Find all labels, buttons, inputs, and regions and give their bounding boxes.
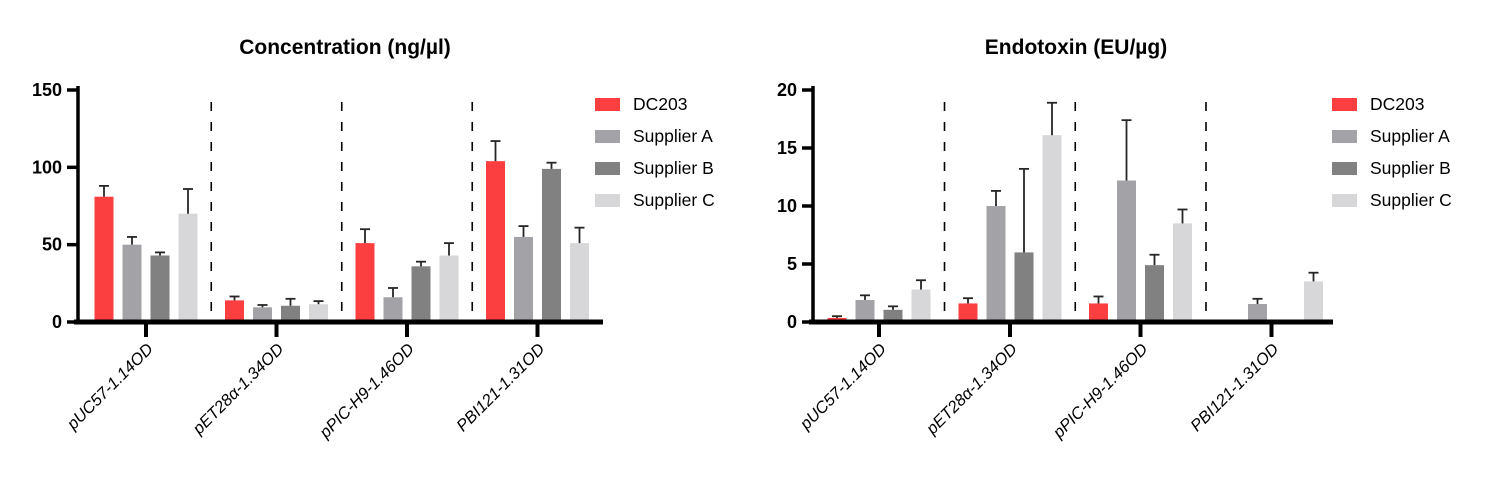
endotoxin-bar-plot: 0 5 10 15 20 pUC57-1.14OD pET28α-1.34OD pPIC-H9…: [777, 80, 1333, 442]
legend-swatch-dc203: [595, 97, 620, 111]
bar-supplier-b-pET28α-1.34OD: [1014, 252, 1034, 322]
legend-swatch-supplier-c: [595, 193, 620, 207]
bar-supplier-b-pPIC-H9-1.46OD: [1145, 265, 1164, 322]
x-category-label: pET28α-1.34OD: [189, 340, 288, 439]
bar-supplier-a-pPIC-H9-1.46OD: [1117, 180, 1136, 322]
bar-supplier-a-pUC57-1.14OD: [855, 299, 875, 322]
x-category-label: pPIC-H9-1.46OD: [1049, 340, 1151, 442]
x-category-label: pUC57-1.14OD: [63, 340, 157, 434]
bar-supplier-b-pPIC-H9-1.46OD: [411, 266, 431, 322]
concentration-bar-plot: 0 50 100 150 pUC57-1.14OD pET28α-1.34OD pPIC-H…: [32, 80, 603, 442]
legend-label-supplier-a: Supplier A: [633, 125, 713, 146]
legend-item-supplier-c: Supplier C: [1332, 184, 1452, 216]
chart-concentration: Concentration (ng/µl) 0 50 100 150 pUC57-1.1…: [32, 36, 715, 442]
bar-supplier-b-PBI121-1.31OD: [542, 168, 561, 322]
bar-dc203-pUC57-1.14OD: [94, 196, 114, 322]
legend-item-supplier-a: Supplier A: [595, 120, 715, 152]
x-category-label: pUC57-1.14OD: [796, 340, 890, 434]
legend-swatch-supplier-b: [1332, 161, 1357, 175]
bar-dc203-PBI121-1.31OD: [486, 161, 505, 322]
legend-item-dc203: DC203: [1332, 88, 1452, 120]
legend-item-supplier-b: Supplier B: [595, 152, 715, 184]
legend-swatch-supplier-a: [595, 129, 620, 143]
legend-label-supplier-c: Supplier C: [1370, 189, 1452, 210]
bar-supplier-b-pUC57-1.14OD: [883, 309, 903, 322]
chart-title-concentration: Concentration (ng/µl): [239, 36, 451, 59]
legend-swatch-dc203: [1332, 97, 1357, 111]
x-category-label: pPIC-H9-1.46OD: [316, 340, 418, 442]
bar-dc203-pPIC-H9-1.46OD: [1089, 303, 1108, 322]
y-tick-label: 0: [787, 312, 797, 332]
legend-item-supplier-b: Supplier B: [1332, 152, 1452, 184]
y-tick-label: 20: [777, 80, 797, 100]
bar-supplier-a-pET28α-1.34OD: [986, 206, 1006, 322]
x-category-label: pET28α-1.34OD: [922, 340, 1021, 439]
bar-supplier-a-pPIC-H9-1.46OD: [383, 297, 403, 322]
y-tick-label: 150: [32, 80, 62, 100]
y-tick-label: 50: [42, 235, 62, 255]
bar-supplier-b-pUC57-1.14OD: [150, 255, 170, 322]
legend-label-supplier-b: Supplier B: [1370, 157, 1451, 178]
legend-label-supplier-c: Supplier C: [633, 189, 715, 210]
y-tick-label: 10: [777, 196, 797, 216]
legend-swatch-supplier-c: [1332, 193, 1357, 207]
legend-label-supplier-b: Supplier B: [633, 157, 714, 178]
bar-dc203-pET28α-1.34OD: [225, 300, 244, 322]
legend-label-dc203: DC203: [633, 93, 688, 114]
y-tick-label: 15: [777, 138, 797, 158]
bar-supplier-c-pET28α-1.34OD: [1042, 135, 1062, 322]
y-tick-label: 100: [32, 157, 62, 177]
bar-dc203-pET28α-1.34OD: [958, 303, 978, 322]
legend-concentration: DC203 Supplier A Supplier B Supplier C: [595, 88, 715, 216]
bar-supplier-c-PBI121-1.31OD: [1304, 281, 1323, 322]
chart-endotoxin: Endotoxin (EU/µg) 0 5 10 15 20 pUC57-1.14OD pE…: [750, 0, 1501, 485]
legend-label-dc203: DC203: [1370, 93, 1425, 114]
bar-supplier-a-PBI121-1.31OD: [1248, 304, 1267, 322]
bar-supplier-a-pET28α-1.34OD: [253, 307, 272, 322]
legend-item-dc203: DC203: [595, 88, 715, 120]
bar-dc203-pPIC-H9-1.46OD: [355, 243, 375, 322]
bar-supplier-b-pET28α-1.34OD: [281, 305, 300, 322]
legend-swatch-supplier-b: [595, 161, 620, 175]
bar-supplier-c-pPIC-H9-1.46OD: [1173, 223, 1192, 322]
legend-swatch-supplier-a: [1332, 129, 1357, 143]
legend-item-supplier-a: Supplier A: [1332, 120, 1452, 152]
legend-endotoxin: DC203 Supplier A Supplier B Supplier C: [1332, 88, 1452, 216]
y-tick-label: 5: [787, 254, 797, 274]
bar-supplier-c-pET28α-1.34OD: [309, 304, 328, 322]
bar-supplier-c-pUC57-1.14OD: [911, 289, 931, 322]
legend-item-supplier-c: Supplier C: [595, 184, 715, 216]
bar-supplier-c-pPIC-H9-1.46OD: [439, 255, 459, 322]
bar-supplier-a-PBI121-1.31OD: [514, 236, 533, 322]
x-category-label: PBI121-1.31OD: [1187, 340, 1282, 435]
legend-label-supplier-a: Supplier A: [1370, 125, 1450, 146]
y-tick-label: 0: [52, 312, 62, 332]
bar-supplier-c-pUC57-1.14OD: [178, 213, 198, 322]
chart-title-endotoxin: Endotoxin (EU/µg): [984, 36, 1168, 59]
bar-supplier-c-PBI121-1.31OD: [570, 243, 589, 322]
x-category-label: PBI121-1.31OD: [453, 340, 548, 435]
bar-supplier-a-pUC57-1.14OD: [122, 244, 142, 322]
